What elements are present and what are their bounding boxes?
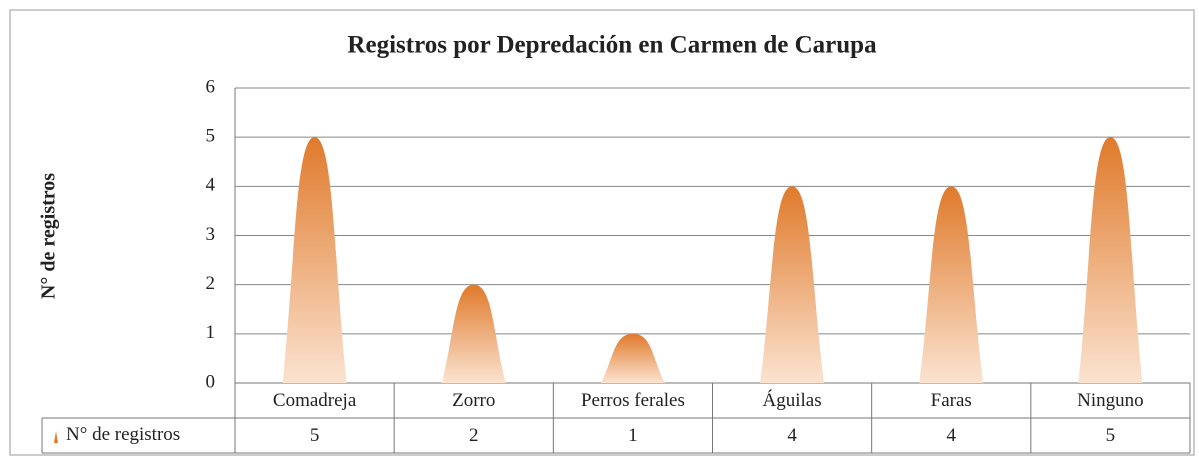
bar [600,333,665,383]
y-tick-label: 3 [206,224,216,245]
table-value: 5 [310,425,320,446]
y-tick-label: 6 [206,76,216,97]
table-value: 5 [1106,425,1116,446]
x-tick-label: Ninguno [1077,390,1144,411]
table-value: 4 [947,425,957,446]
chart-border [9,9,1195,456]
legend-marker [54,431,58,443]
y-tick-label: 4 [206,175,216,196]
bar [919,186,984,383]
chart-title: Registros por Depredación en Carmen de C… [347,32,877,59]
y-tick-label: 1 [206,322,216,343]
y-tick-label: 5 [206,126,216,147]
x-tick-label: Comadreja [273,390,357,411]
x-tick-label: Perros ferales [581,390,685,411]
x-tick-label: Faras [931,390,972,411]
x-tick-label: Águilas [763,389,822,411]
legend-label: N° de registros [66,424,180,445]
y-tick-label: 2 [206,273,216,294]
y-axis-label: N° de registros [38,173,60,299]
bar [1078,137,1143,383]
table-value: 4 [787,425,797,446]
bar [441,284,506,383]
x-tick-label: Zorro [452,390,495,411]
bar [760,186,825,383]
y-tick-label: 0 [206,371,216,392]
table-value: 2 [469,425,479,446]
bar [282,137,347,383]
table-value: 1 [628,425,638,446]
